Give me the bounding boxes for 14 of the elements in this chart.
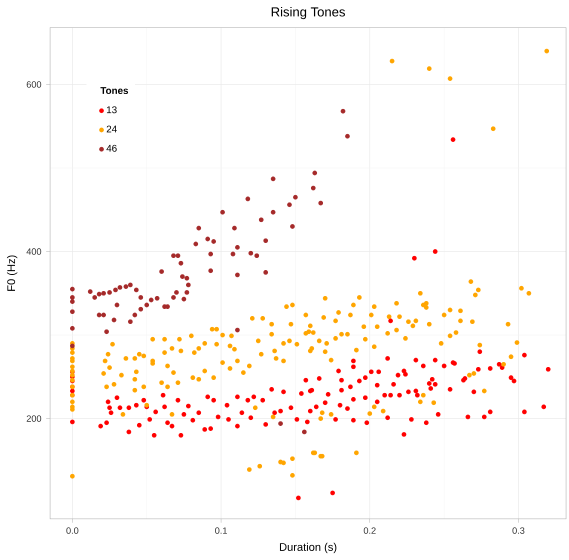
legend-label: 46: [106, 144, 117, 152]
y-tick-label: 400: [26, 248, 42, 255]
x-axis-title: Duration (s): [280, 542, 336, 554]
y-tick-label: 600: [26, 81, 42, 88]
legend-label: 13: [106, 106, 117, 114]
x-tick-label: 0.2: [364, 527, 376, 534]
x-tick-label: 0.1: [215, 527, 227, 534]
legend-label: 24: [106, 126, 117, 132]
y-tick-label: 200: [26, 415, 42, 422]
y-axis-title: F0 (Hz): [6, 255, 18, 291]
legend-title: Tones: [100, 87, 128, 94]
x-tick-label: 0.3: [512, 527, 524, 534]
chart-title: Rising Tones: [272, 6, 345, 20]
x-tick-label: 0.0: [66, 527, 78, 534]
